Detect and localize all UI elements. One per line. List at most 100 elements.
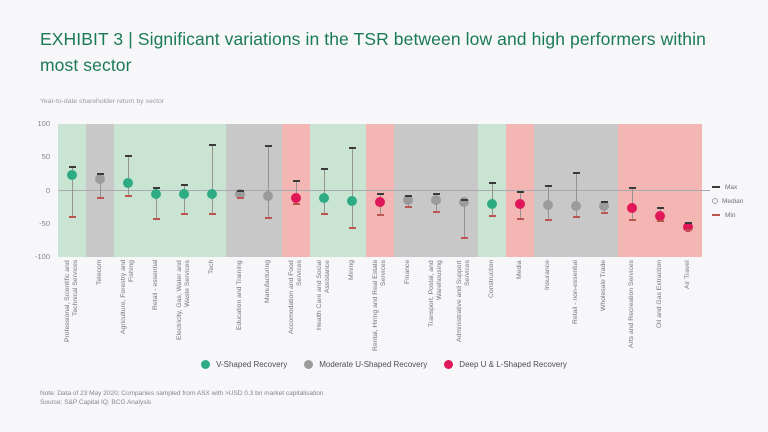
max-cap	[404, 194, 412, 197]
sector-label: Telecom	[96, 260, 103, 286]
range-whisker	[183, 185, 185, 215]
max-cap	[516, 191, 524, 194]
page-title: EXHIBIT 3 | Significant variations in th…	[40, 29, 706, 75]
max-cap	[236, 189, 244, 192]
median-dot	[291, 192, 301, 203]
y-tick-label: 0	[45, 185, 50, 195]
max-cap	[572, 171, 580, 174]
sector-label: Manufacturing	[264, 260, 271, 304]
median-dot	[263, 191, 273, 202]
median-dot	[347, 196, 357, 207]
min-cap	[152, 218, 160, 221]
min-cap	[432, 210, 440, 213]
y-tick-label: -100	[34, 252, 50, 261]
x-axis-labels: Professional, Scientific and Technical S…	[58, 260, 702, 354]
max-cap	[320, 168, 328, 171]
median-dot	[123, 178, 133, 189]
sector-label: Insurance	[544, 260, 551, 290]
group-legend-label: Deep U & L-Shaped Recovery	[459, 360, 567, 369]
min-cap	[208, 212, 216, 215]
sector-label: Retail - essential	[152, 260, 159, 311]
footnote-line-2: Source: S&P Capital IQ; BCG Analysis	[40, 398, 152, 406]
y-tick-label: 50	[41, 152, 50, 162]
min-cap	[404, 206, 412, 209]
footnote: Note: Data of 23 May 2020; Companies sam…	[40, 390, 323, 407]
group-dot-icon	[304, 360, 314, 369]
median-dot	[543, 200, 553, 211]
sector-label: Professional, Scientific and Technical S…	[64, 260, 79, 342]
zero-line	[58, 190, 710, 191]
group-legend-item-u: Moderate U-Shaped Recovery	[304, 360, 427, 369]
min-cap	[68, 216, 76, 219]
max-cap	[292, 180, 300, 183]
group-legend-label: Moderate U-Shaped Recovery	[319, 360, 428, 369]
median-dot	[235, 189, 245, 200]
median-dot	[95, 173, 105, 184]
sector-label: Tech	[208, 260, 215, 275]
min-cap	[460, 236, 468, 239]
chart-subtitle: Year-to-date shareholder return by secto…	[40, 98, 165, 105]
max-cap	[264, 144, 272, 147]
max-cap	[488, 181, 496, 184]
y-tick-label: 100	[37, 119, 50, 128]
min-cap	[292, 202, 300, 205]
min-cap	[348, 227, 356, 230]
y-tick-label: -50	[39, 218, 50, 228]
sector-label: Education and Training	[236, 260, 243, 330]
max-cap	[656, 206, 664, 209]
min-cap	[656, 220, 664, 223]
median-dot	[655, 210, 665, 221]
range-whisker	[71, 166, 73, 218]
sector-label: Accomodation and Food Services	[288, 260, 303, 334]
max-cap	[208, 144, 216, 147]
median-dot	[207, 188, 217, 199]
sector-label: Arts and Recreation Services	[628, 260, 635, 349]
max-cap	[600, 201, 608, 204]
min-marker-icon	[712, 214, 720, 216]
median-dot	[683, 222, 693, 233]
max-cap	[432, 193, 440, 196]
min-cap	[488, 215, 496, 218]
median-dot	[431, 195, 441, 206]
sector-label: Oil and Gas Extraction	[656, 260, 663, 328]
sector-label: Rental, Hiring and Real Estate Services	[372, 260, 387, 352]
max-cap	[376, 193, 384, 196]
min-cap	[180, 213, 188, 216]
range-whisker	[155, 187, 157, 220]
sector-label: Construction	[488, 260, 495, 299]
max-cap	[124, 154, 132, 157]
sector-label: Administrative and Support Services	[456, 260, 471, 342]
max-cap	[460, 198, 468, 201]
min-cap	[516, 218, 524, 221]
range-legend-label: Min	[725, 211, 736, 219]
sector-label: Health Care and Social Assistance	[316, 260, 331, 330]
sector-label: Agriculture, Forestry and Fishing	[120, 260, 135, 335]
median-dot	[571, 200, 581, 211]
min-cap	[96, 196, 104, 199]
range-whisker	[323, 169, 325, 215]
max-cap	[180, 184, 188, 187]
median-dot	[151, 188, 161, 199]
range-whisker	[575, 172, 577, 218]
range-whisker	[351, 147, 353, 229]
median-dot	[515, 199, 525, 210]
sector-label: Retail - non-essential	[572, 260, 579, 324]
sector-label: Mining	[348, 260, 355, 281]
sector-label: Media	[516, 260, 523, 279]
max-cap	[544, 184, 552, 187]
range-whisker	[99, 173, 101, 198]
group-legend-item-l: Deep U & L-Shaped Recovery	[444, 360, 567, 369]
sector-label: Transport, Postal, and Warehousing	[428, 260, 443, 327]
min-cap	[628, 219, 636, 222]
max-cap	[684, 222, 692, 225]
max-cap	[348, 146, 356, 149]
median-dot	[487, 198, 497, 209]
sector-label: Finance	[404, 260, 411, 285]
min-cap	[320, 213, 328, 216]
range-whisker	[463, 199, 465, 238]
min-cap	[572, 216, 580, 219]
range-legend-item-min: Min	[712, 208, 743, 222]
median-dot	[599, 200, 609, 211]
range-whisker	[127, 155, 129, 196]
group-legend: V-Shaped Recovery Moderate U-Shaped Recov…	[0, 360, 768, 369]
